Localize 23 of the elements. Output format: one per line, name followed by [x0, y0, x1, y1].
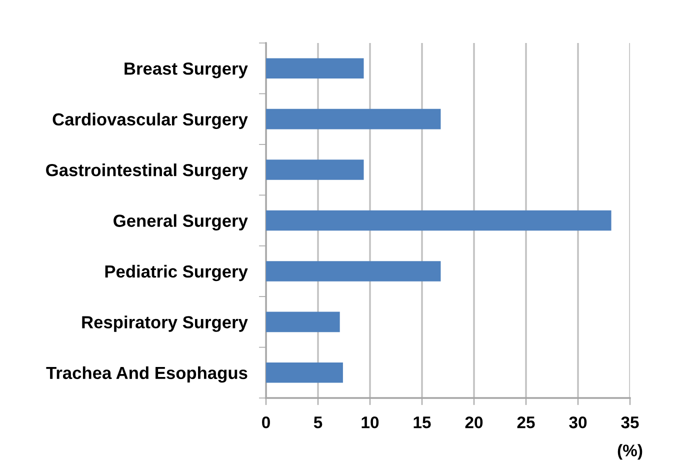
bar [266, 108, 441, 130]
x-tick-label: 10 [362, 416, 379, 428]
bar [266, 362, 343, 383]
bar [266, 261, 441, 282]
bar [266, 312, 340, 332]
y-tick-label: Cardiovascular Surgery [52, 112, 248, 130]
y-tick-label: Pediatric Surgery [105, 264, 248, 282]
x-tick-label: 5 [314, 416, 322, 428]
x-tick-label: 30 [569, 416, 587, 428]
x-tick-label: 25 [517, 416, 535, 428]
x-tick-label: 15 [414, 416, 431, 428]
x-tick-label: 0 [262, 416, 270, 428]
bar [266, 160, 364, 180]
y-tick-label: Gastrointestinal Surgery [46, 163, 248, 180]
x-axis-title: (%) [618, 444, 642, 460]
bar [266, 58, 364, 78]
y-tick-label: General Surgery [114, 214, 248, 230]
x-tick-label: 35 [621, 416, 639, 428]
y-tick-label: Trachea And Esophagus [46, 366, 248, 383]
bar [266, 210, 612, 231]
y-tick-label: Respiratory Surgery [82, 316, 248, 332]
y-tick-label: Breast Surgery [124, 62, 248, 78]
x-tick-label: 20 [465, 416, 483, 428]
